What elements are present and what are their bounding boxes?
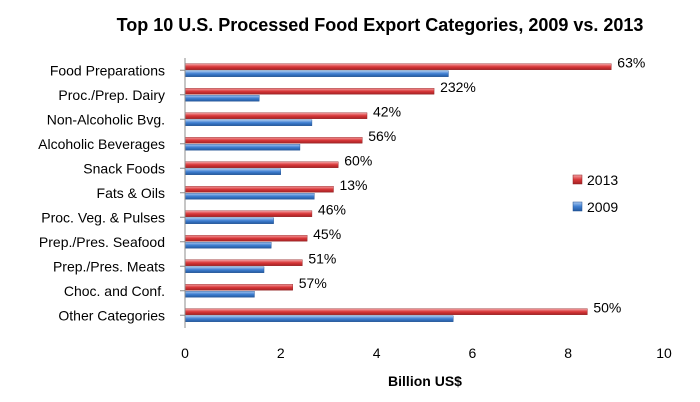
category-label: Choc. and Conf. [64,283,165,299]
bar-2009 [184,266,265,273]
bar-2009 [184,315,454,322]
bar-data-label: 50% [593,299,621,315]
category-label: Prep./Pres. Meats [53,258,165,274]
bar-2009 [184,70,449,77]
x-axis-ticks: 0 2 4 6 8 10 [181,345,672,361]
legend-label-2013: 2013 [587,172,618,188]
legend: 2013 2009 [572,172,618,215]
bar-2013 [184,259,303,266]
x-tick-label: 6 [469,345,477,361]
category-label: Food Preparations [50,62,165,78]
legend-swatch-2009 [572,201,583,212]
bar-2013 [184,308,588,315]
bar-2013 [184,137,363,144]
bar-data-label: 45% [313,226,341,242]
bar-2013 [184,112,368,119]
legend-label-2009: 2009 [587,199,618,215]
bar-2013 [184,88,435,95]
bar-2013 [184,186,334,193]
bar-2013 [184,161,339,168]
bar-2009 [184,168,282,175]
category-label: Other Categories [58,307,165,323]
bar-2013 [184,235,308,242]
bar-2009 [184,242,272,249]
bar-data-label: 56% [368,128,396,144]
x-tick-label: 8 [564,345,572,361]
bar-data-label: 46% [318,201,346,217]
category-label: Alcoholic Beverages [38,136,165,152]
bar-data-label: 60% [344,152,372,168]
x-tick-label: 2 [277,345,285,361]
bar-data-label: 63% [617,54,645,70]
bar-2013 [184,63,612,70]
x-tick-label: 10 [656,345,672,361]
category-label: Proc./Prep. Dairy [58,87,165,103]
legend-swatch-2013 [572,174,583,185]
category-label: Non-Alcoholic Bvg. [47,111,165,127]
bar-2009 [184,144,301,151]
chart-title: Top 10 U.S. Processed Food Export Catego… [117,15,644,35]
bar-data-label: 42% [373,103,401,119]
bar-2009 [184,217,274,224]
bar-2009 [184,193,315,200]
x-tick-label: 0 [181,345,189,361]
bar-2013 [184,284,293,291]
category-label: Snack Foods [83,160,165,176]
bar-data-label: 57% [299,275,327,291]
category-label: Fats & Oils [97,185,165,201]
x-axis-label: Billion US$ [388,373,462,389]
bar-data-label: 232% [440,79,476,95]
bar-data-label: 13% [339,177,367,193]
category-label: Prep./Pres. Seafood [39,234,165,250]
bar-data-label: 51% [308,250,336,266]
plot-area: 63% 232% 42% 56% 60% 13% 46% 45% 51% 57% 50% [180,54,645,322]
bar-2009 [184,119,313,126]
category-label: Proc. Veg. & Pulses [41,209,165,225]
x-tick-label: 4 [373,345,381,361]
bar-2009 [184,95,260,102]
bar-2013 [184,210,313,217]
bar-2009 [184,291,255,298]
